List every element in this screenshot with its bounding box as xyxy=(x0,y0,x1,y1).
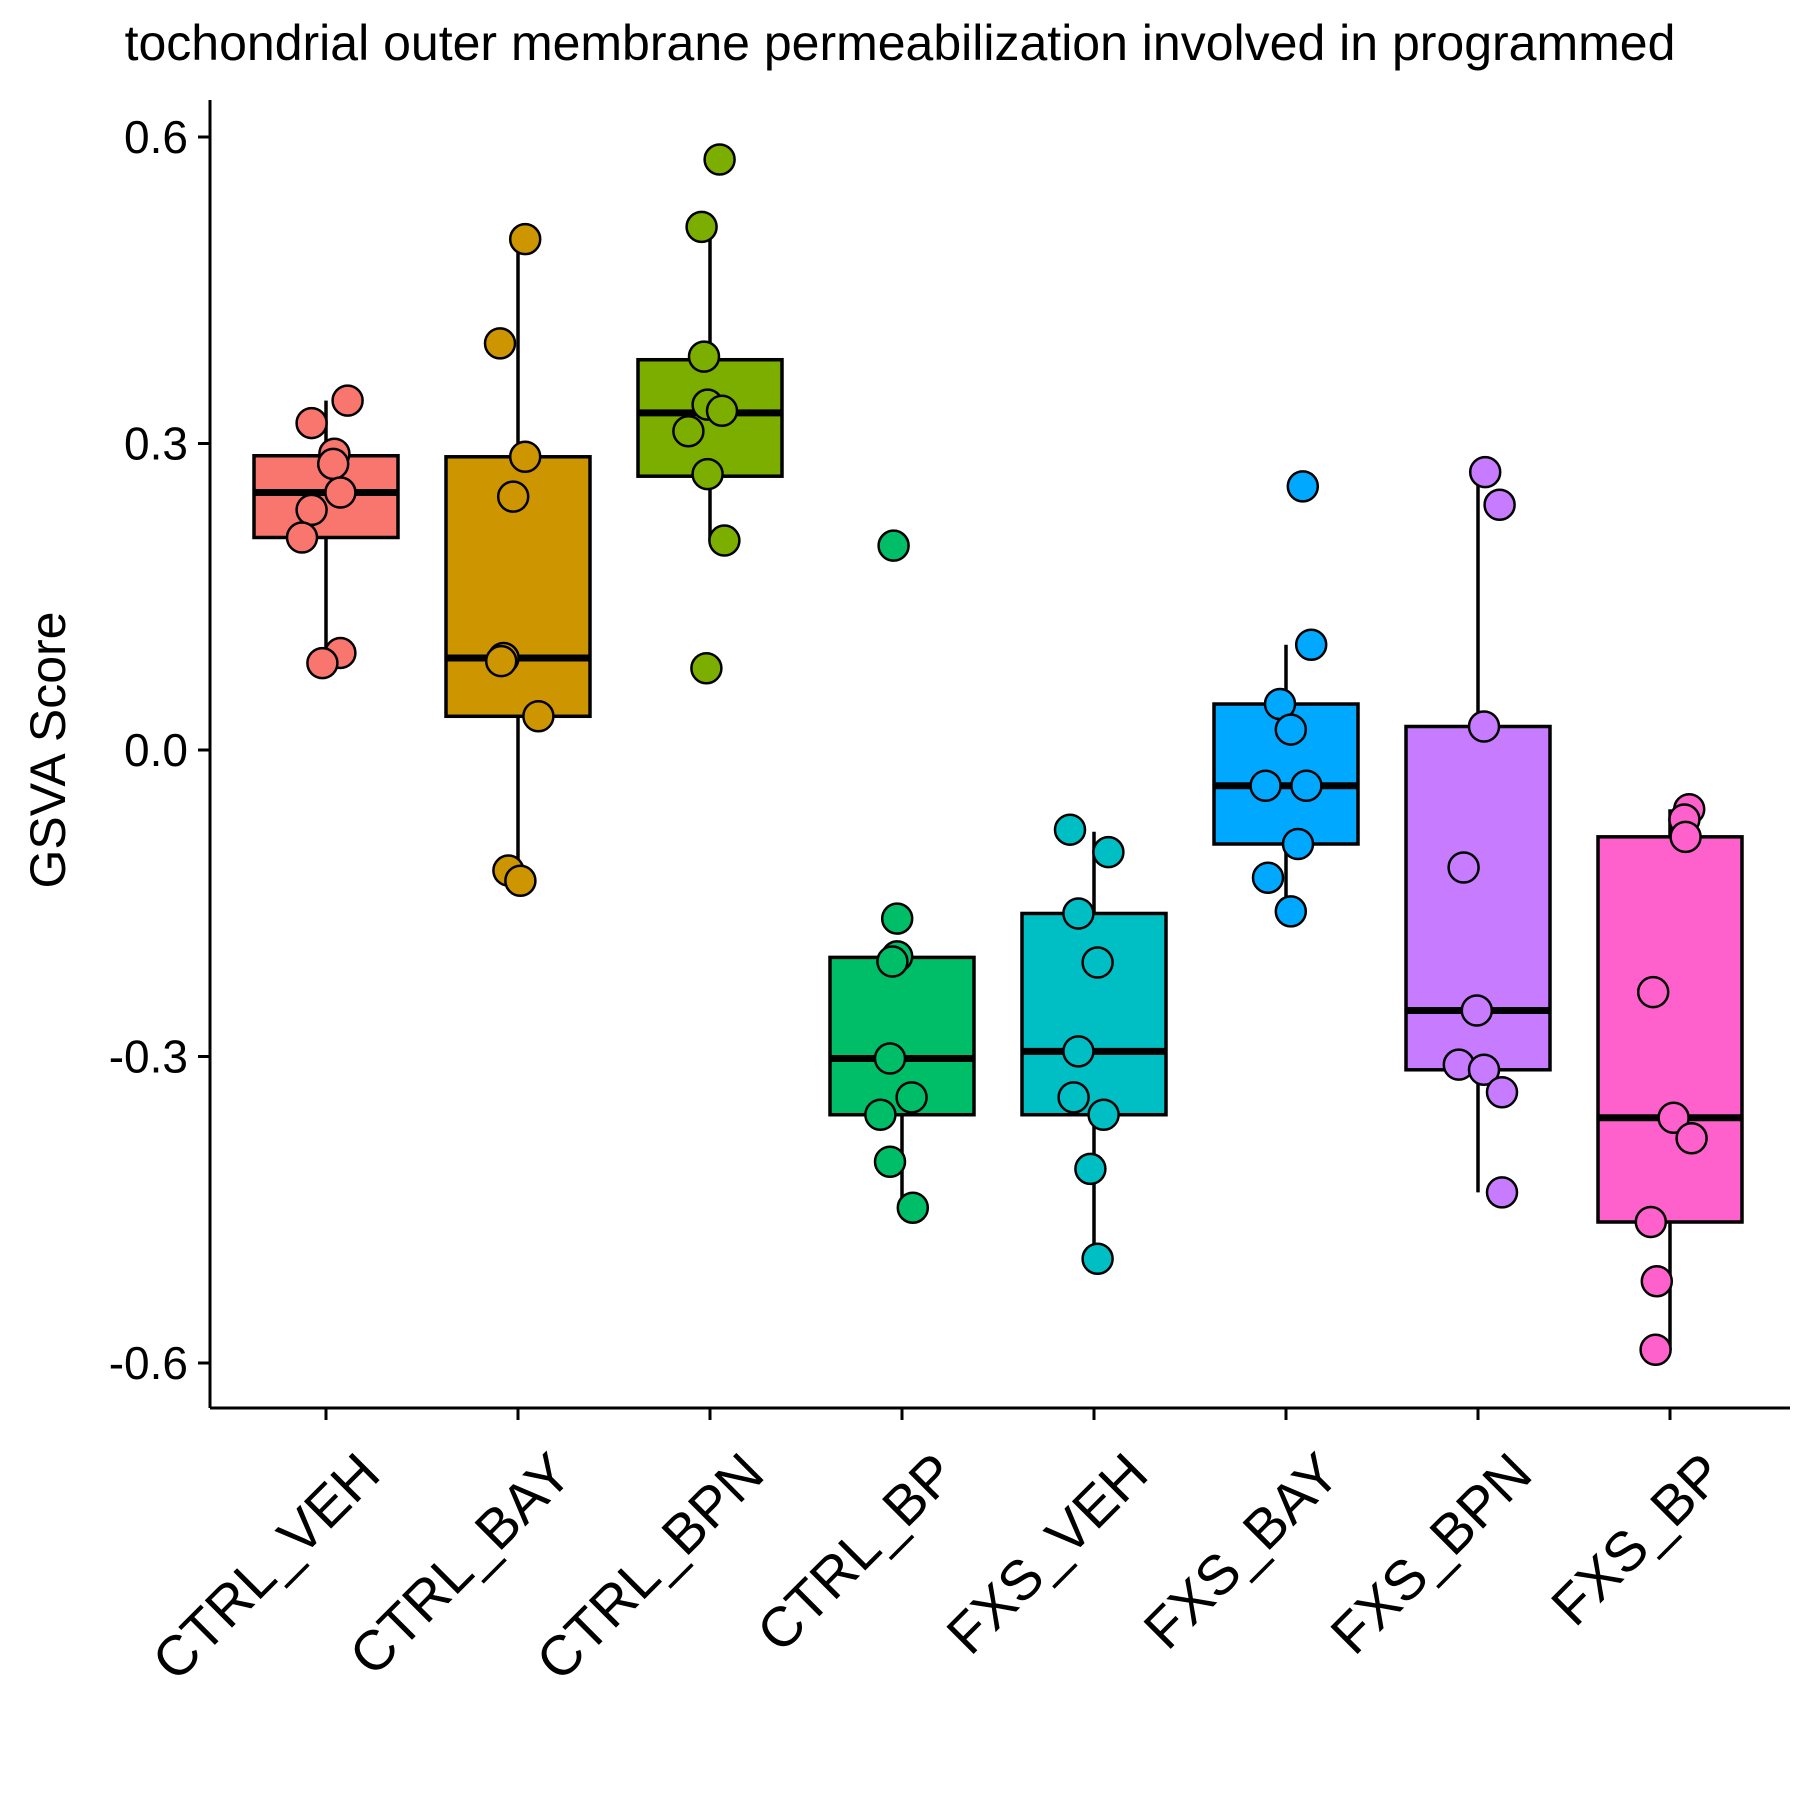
box-group-ctrl-veh xyxy=(252,384,400,680)
y-tick-label: 0.0 xyxy=(124,724,188,776)
data-point xyxy=(1485,1176,1519,1209)
data-point xyxy=(1081,1242,1114,1276)
data-point xyxy=(484,644,518,678)
data-point xyxy=(1669,820,1702,854)
x-tick-label: FXS_BAY xyxy=(1131,1441,1351,1661)
data-point xyxy=(1485,1076,1519,1109)
data-point xyxy=(1087,1098,1120,1131)
data-point xyxy=(295,406,328,440)
x-tick-label: FXS_VEH xyxy=(934,1441,1159,1666)
data-point xyxy=(1636,975,1670,1009)
data-point xyxy=(1053,813,1087,846)
data-point xyxy=(508,222,542,256)
data-point xyxy=(496,480,530,513)
data-point xyxy=(1274,895,1308,928)
data-point xyxy=(685,210,718,244)
data-point xyxy=(1483,488,1516,522)
data-point xyxy=(705,394,739,428)
data-point xyxy=(1062,897,1095,930)
data-point xyxy=(1467,710,1501,743)
chart-title: tochondrial outer membrane permeabilizat… xyxy=(125,15,1676,71)
y-tick-label: -0.6 xyxy=(109,1337,188,1389)
data-point xyxy=(285,521,319,554)
data-point xyxy=(876,945,909,978)
data-point xyxy=(1634,1205,1668,1239)
box-group-ctrl-bay xyxy=(444,222,592,898)
data-point xyxy=(1057,1081,1090,1114)
data-point xyxy=(1062,1035,1095,1068)
box-group-ctrl-bpn xyxy=(636,143,784,685)
box-group-fxs-bp xyxy=(1596,793,1744,1366)
data-point xyxy=(504,864,537,898)
data-point xyxy=(1675,1121,1708,1155)
data-point xyxy=(690,652,723,685)
data-point xyxy=(508,440,542,474)
data-point xyxy=(331,384,364,417)
y-axis-label: GSVA Score xyxy=(20,612,76,889)
box-iqr xyxy=(1596,835,1744,1224)
data-point xyxy=(896,1191,930,1224)
box-group-fxs-veh xyxy=(1020,813,1168,1276)
data-point xyxy=(1468,455,1502,489)
x-tick-label: CTRL_BP xyxy=(745,1441,968,1664)
data-point xyxy=(1074,1152,1107,1186)
data-point xyxy=(1467,1053,1501,1087)
data-point xyxy=(295,493,328,527)
data-point xyxy=(1657,1101,1690,1135)
data-point xyxy=(1294,628,1328,662)
plot-area xyxy=(252,143,1744,1366)
data-point xyxy=(703,143,736,176)
box-group-ctrl-bp xyxy=(828,529,976,1224)
data-point xyxy=(1460,994,1494,1027)
data-point xyxy=(1249,769,1282,803)
data-point xyxy=(873,1042,907,1075)
data-point xyxy=(691,457,724,491)
data-point xyxy=(672,414,705,448)
data-point xyxy=(877,529,910,562)
y-tick-label: 0.6 xyxy=(124,111,188,163)
x-tick-label: FXS_BPN xyxy=(1318,1441,1543,1666)
data-point xyxy=(324,476,357,509)
box-group-fxs-bay xyxy=(1212,470,1360,928)
y-tick-label: 0.3 xyxy=(124,418,188,470)
data-point xyxy=(1640,1265,1674,1298)
data-point xyxy=(873,1145,907,1178)
data-point xyxy=(687,340,721,373)
x-tick-label: FXS_BP xyxy=(1539,1441,1735,1637)
data-point xyxy=(522,700,555,733)
data-point xyxy=(1092,835,1125,869)
box-group-fxs-bpn xyxy=(1404,455,1552,1209)
data-point xyxy=(1290,769,1323,803)
data-point xyxy=(708,524,741,557)
data-point xyxy=(880,902,914,935)
data-point xyxy=(1281,827,1315,861)
data-point xyxy=(1274,713,1308,746)
data-point xyxy=(864,1098,897,1131)
data-point xyxy=(1286,470,1320,503)
data-point xyxy=(1639,1333,1672,1366)
data-point xyxy=(1251,861,1285,894)
box-iqr xyxy=(1020,911,1168,1117)
data-point xyxy=(306,646,339,680)
data-point xyxy=(1081,946,1114,979)
data-point xyxy=(1447,851,1480,884)
data-point xyxy=(895,1081,928,1114)
data-point xyxy=(483,327,517,360)
data-point xyxy=(316,447,350,481)
y-tick-label: -0.3 xyxy=(109,1031,188,1083)
